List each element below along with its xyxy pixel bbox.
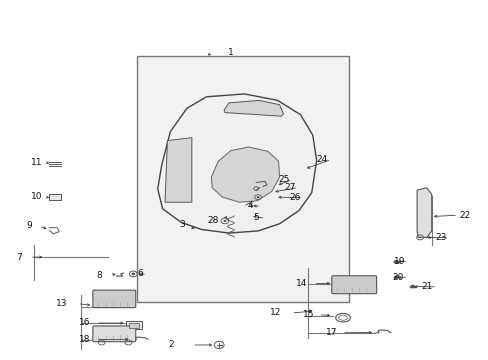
Text: 9: 9 bbox=[26, 221, 32, 230]
Bar bbox=[129, 323, 139, 328]
Text: 8: 8 bbox=[96, 270, 102, 279]
Text: 24: 24 bbox=[315, 155, 326, 164]
Circle shape bbox=[131, 273, 135, 275]
Text: 20: 20 bbox=[391, 273, 403, 282]
Polygon shape bbox=[158, 94, 316, 233]
Text: 25: 25 bbox=[278, 175, 289, 184]
Text: 2: 2 bbox=[168, 341, 174, 350]
FancyBboxPatch shape bbox=[331, 276, 376, 294]
Text: 11: 11 bbox=[31, 158, 42, 167]
Text: 15: 15 bbox=[303, 310, 314, 319]
Text: 6: 6 bbox=[138, 269, 143, 278]
Text: 21: 21 bbox=[421, 282, 432, 291]
Text: 17: 17 bbox=[325, 328, 336, 337]
Circle shape bbox=[409, 285, 414, 288]
Text: 10: 10 bbox=[31, 192, 42, 201]
Circle shape bbox=[223, 220, 226, 222]
Text: 7: 7 bbox=[16, 253, 22, 262]
Text: 26: 26 bbox=[289, 193, 300, 202]
Text: 16: 16 bbox=[79, 318, 91, 327]
Polygon shape bbox=[211, 147, 279, 202]
Text: 18: 18 bbox=[79, 335, 91, 344]
Text: 27: 27 bbox=[284, 183, 295, 192]
Circle shape bbox=[393, 275, 398, 279]
Text: 28: 28 bbox=[207, 216, 219, 225]
Text: 1: 1 bbox=[227, 48, 233, 57]
Text: 5: 5 bbox=[252, 213, 258, 222]
Polygon shape bbox=[164, 138, 191, 202]
Bar bbox=[126, 321, 142, 329]
Circle shape bbox=[393, 260, 398, 264]
Text: 12: 12 bbox=[269, 308, 281, 317]
Text: 13: 13 bbox=[56, 299, 68, 308]
Bar bbox=[137, 56, 348, 302]
FancyBboxPatch shape bbox=[93, 326, 136, 342]
Circle shape bbox=[256, 196, 259, 198]
Text: 3: 3 bbox=[179, 220, 185, 229]
FancyBboxPatch shape bbox=[93, 290, 136, 308]
Text: 22: 22 bbox=[459, 211, 470, 220]
Text: 4: 4 bbox=[247, 201, 253, 210]
Polygon shape bbox=[416, 188, 431, 237]
Bar bbox=[49, 194, 61, 200]
Text: 23: 23 bbox=[435, 233, 446, 242]
Text: 14: 14 bbox=[296, 279, 307, 288]
Text: 19: 19 bbox=[393, 257, 405, 266]
Polygon shape bbox=[224, 100, 283, 116]
